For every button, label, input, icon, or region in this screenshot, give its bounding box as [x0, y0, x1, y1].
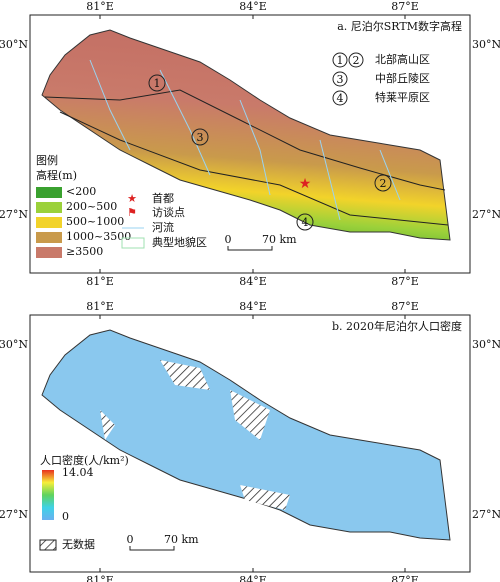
colorbar	[42, 470, 54, 520]
lon-label: 84°E	[239, 574, 267, 582]
legend-label: 特莱平原区	[375, 90, 430, 104]
scale-label: 70 km	[262, 233, 297, 246]
region-marker	[296, 213, 314, 231]
lon-label: 81°E	[86, 300, 114, 313]
map-panel: 81°E 81°E 84°E 84°E 87°E 87°E 30°N 30°N 27°N 27°N…	[0, 0, 500, 288]
legend-symbol	[121, 237, 145, 249]
capital-star: ★	[299, 176, 312, 192]
legend-label: 首都	[152, 191, 174, 205]
rivers	[89, 59, 401, 221]
region-boundary	[59, 111, 449, 226]
lon-label: 81°E	[86, 0, 114, 13]
legend-swatch	[36, 247, 62, 258]
lon-label: 81°E	[86, 275, 114, 288]
lon-label: 84°E	[239, 300, 267, 313]
lat-label: 30°N	[0, 38, 28, 51]
region-marker-label: 1	[154, 77, 161, 90]
colorbar-min: 0	[62, 510, 69, 523]
legend-marker-label: 2	[353, 54, 360, 67]
no-data-swatch	[39, 539, 57, 551]
lat-label: 27°N	[0, 208, 28, 221]
region-marker	[374, 174, 392, 192]
region-marker	[191, 128, 209, 146]
legend-title: 图例	[36, 153, 58, 167]
region-marker-label: 4	[302, 216, 309, 229]
legend-marker	[332, 90, 348, 106]
scale-label: 0	[127, 533, 134, 546]
lon-label: 87°E	[391, 300, 419, 313]
legend-marker-label: 1	[337, 54, 344, 67]
legend-label: 中部丘陵区	[375, 71, 430, 85]
legend-swatch	[36, 232, 62, 243]
region-boundary	[44, 89, 446, 191]
legend-swatch	[36, 202, 62, 213]
scale-label: 0	[225, 233, 232, 246]
region-marker-label: 2	[380, 177, 387, 190]
legend-subtitle: 高程(m)	[36, 168, 77, 182]
scale-label: 70 km	[164, 533, 199, 546]
legend-label: 1000~3500	[66, 230, 131, 243]
panel-title: a. 尼泊尔SRTM数字高程	[337, 19, 462, 33]
lat-label: 30°N	[472, 38, 500, 51]
legend-label: <200	[66, 185, 96, 198]
lon-label: 84°E	[239, 0, 267, 13]
legend-label: ≥3500	[66, 245, 103, 258]
legend-label: 500~1000	[66, 215, 124, 228]
legend-swatch	[36, 187, 62, 198]
legend-symbol: ★	[127, 192, 137, 205]
legend-label: 访谈点	[152, 206, 185, 219]
legend-label: 典型地貌区	[152, 235, 207, 249]
legend-title: 人口密度(人/km²)	[40, 453, 129, 467]
country-map	[41, 329, 451, 541]
lon-label: 87°E	[391, 574, 419, 582]
legend-label: 河流	[152, 220, 174, 234]
legend-marker	[348, 52, 364, 68]
colorbar-max: 14.04	[62, 466, 94, 479]
legend-label: 200~500	[66, 200, 117, 213]
lon-label: 87°E	[391, 275, 419, 288]
legend-marker	[332, 52, 348, 68]
lat-label: 27°N	[0, 508, 28, 521]
scale-bar	[227, 246, 273, 251]
region-marker	[148, 74, 166, 92]
lat-label: 30°N	[0, 338, 28, 351]
legend-marker	[332, 71, 348, 87]
legend-swatch	[36, 217, 62, 228]
lon-label: 87°E	[391, 0, 419, 13]
legend-marker-label: 4	[337, 92, 344, 105]
lat-label: 27°N	[472, 508, 500, 521]
legend-symbol: ⚑	[127, 206, 137, 219]
no-data-area	[100, 360, 290, 510]
region-marker-label: 3	[197, 131, 204, 144]
panel-title: b. 2020年尼泊尔人口密度	[332, 319, 462, 333]
lat-label: 30°N	[472, 338, 500, 351]
lon-label: 81°E	[86, 574, 114, 582]
map-panel: 81°E 81°E 84°E 84°E 87°E 87°E 30°N 30°N 27°N 27°N…	[0, 300, 500, 582]
lon-label: 84°E	[239, 275, 267, 288]
legend-label: 无数据	[62, 537, 95, 551]
legend-marker-label: 3	[337, 73, 344, 86]
lat-label: 27°N	[472, 208, 500, 221]
legend-label: 北部高山区	[375, 52, 430, 66]
scale-bar	[129, 546, 175, 551]
